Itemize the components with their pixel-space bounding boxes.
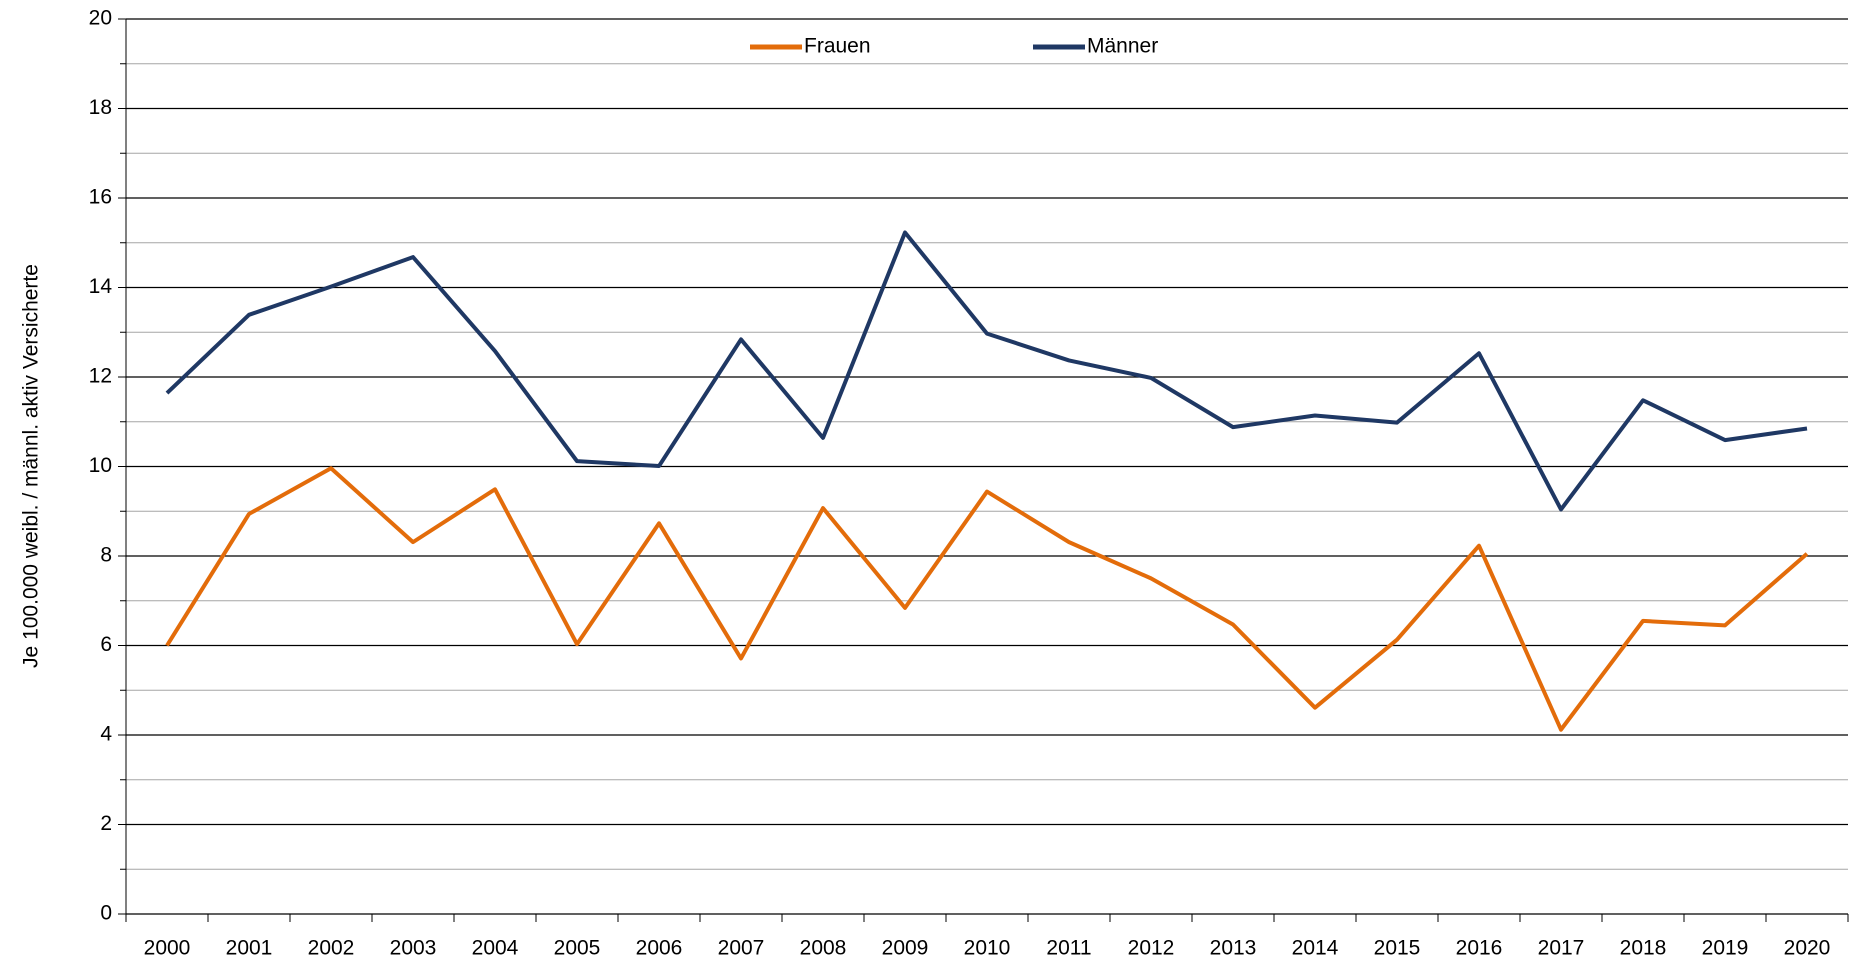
x-tick-label: 2003 [390,937,437,960]
x-tick-label: 2015 [1374,937,1421,960]
y-tick-label: 14 [89,275,113,298]
y-tick-label: 12 [89,365,112,388]
x-tick-label: 2001 [226,937,273,960]
y-tick-label: 0 [100,902,112,925]
y-tick-label: 18 [89,96,112,119]
x-tick-label: 2006 [636,937,683,960]
y-tick-label: 4 [100,723,112,746]
y-tick-label: 10 [89,454,112,477]
y-tick-label: 20 [89,7,112,30]
x-tick-label: 2016 [1456,937,1503,960]
x-tick-label: 2004 [472,937,519,960]
x-tick-label: 2007 [718,937,765,960]
y-tick-label: 16 [89,186,112,209]
legend-label: Männer [1087,35,1158,58]
x-tick-label: 2008 [800,937,847,960]
x-tick-label: 2012 [1128,937,1175,960]
x-tick-label: 2011 [1046,937,1091,960]
x-tick-label: 2010 [964,937,1011,960]
line-series [165,230,1808,512]
y-tick-label: 2 [100,812,112,835]
line-series [165,466,1809,732]
y-tick-label: 6 [100,633,112,656]
x-tick-label: 2017 [1538,937,1585,960]
x-tick-label: 2020 [1784,937,1831,960]
x-tick-label: 2005 [554,937,601,960]
x-tick-label: 2000 [144,937,191,960]
x-tick-label: 2009 [882,937,929,960]
x-tick-label: 2014 [1292,937,1339,960]
y-tick-label: 8 [100,544,112,567]
legend-label: Frauen [804,35,871,58]
x-tick-label: 2018 [1620,937,1667,960]
x-tick-label: 2002 [308,937,355,960]
x-tick-label: 2019 [1702,937,1749,960]
y-axis-label: Je 100.000 weibl. / männl. aktiv Versich… [20,264,43,668]
x-tick-label: 2013 [1210,937,1257,960]
